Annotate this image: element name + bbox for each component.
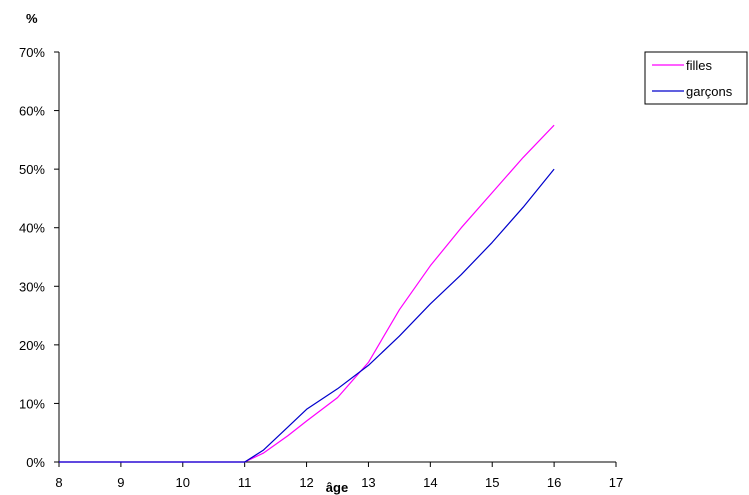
x-tick-label: 15 [485,475,499,490]
y-axis-title: % [26,11,38,26]
x-tick-label: 8 [55,475,62,490]
y-tick-label: 10% [19,396,45,411]
x-tick-label: 13 [361,475,375,490]
legend-box [644,51,748,105]
x-tick-label: 11 [238,475,252,490]
x-tick-labels: 8 9 10 11 12 13 14 15 16 17 [55,475,623,490]
y-tick-label: 30% [19,279,45,294]
x-tick-label: 9 [117,475,124,490]
x-tick-label: 12 [299,475,313,490]
y-tick-label: 50% [19,162,45,177]
x-axis-title: âge [326,480,348,495]
y-tick-label: 60% [19,104,45,119]
axes [54,51,617,467]
x-tick-label: 14 [423,475,437,490]
legend-label-1: garçons [686,84,733,99]
series-line-0 [59,124,555,463]
y-tick-label: 40% [19,221,45,236]
y-tick-label: 0% [26,455,45,470]
x-tick-label: 16 [547,475,561,490]
y-tick-labels: 0% 10% 20% 30% 40% 50% 60% 70% [19,45,45,470]
x-tick-label: 17 [609,475,623,490]
series-line-1 [59,168,555,463]
y-tick-label: 70% [19,45,45,60]
legend: filles garçons [644,51,748,105]
legend-label-0: filles [686,58,713,73]
series-lines [59,124,555,463]
y-tick-label: 20% [19,338,45,353]
x-tick-label: 10 [176,475,190,490]
